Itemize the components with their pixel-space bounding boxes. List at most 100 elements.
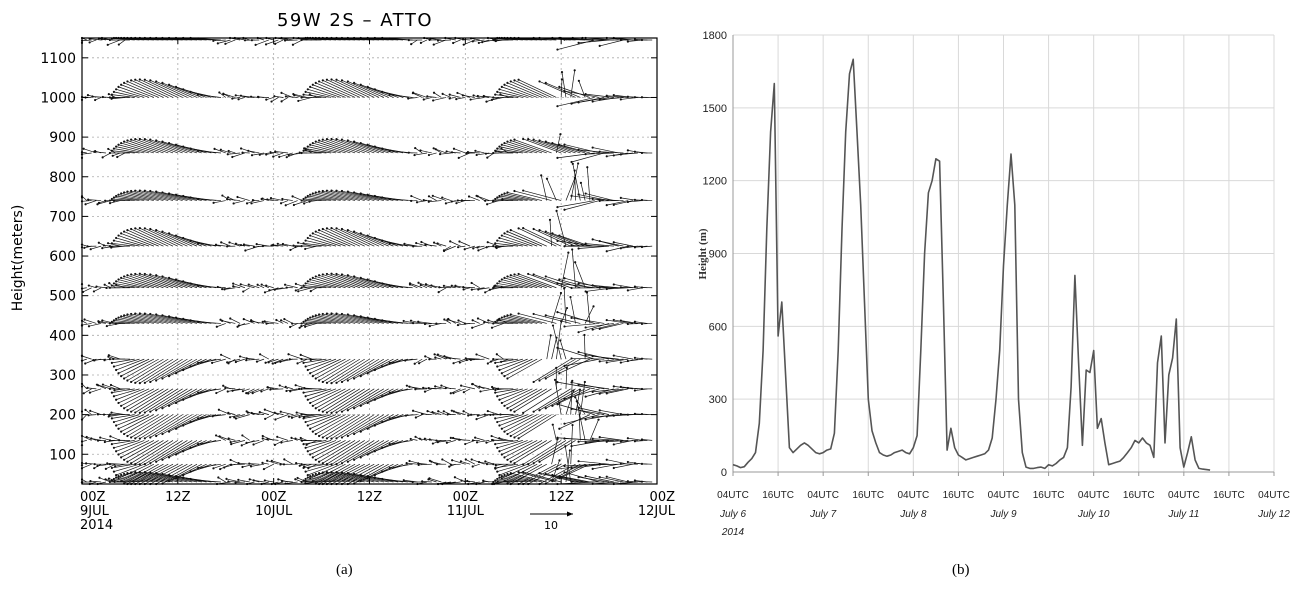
wind-vector-head <box>149 228 151 230</box>
wind-vector-head <box>474 150 476 152</box>
wind-vector <box>579 461 610 464</box>
wind-vector-head <box>235 417 237 419</box>
wind-vector-head <box>149 411 151 413</box>
wind-vector-head <box>225 478 227 480</box>
wind-vector-head <box>458 157 460 159</box>
wind-vector-head <box>109 439 111 441</box>
wind-vector-head <box>347 274 349 276</box>
wind-vector-head <box>463 391 465 393</box>
wind-vector-head <box>496 447 498 449</box>
wind-vector-head <box>367 144 369 146</box>
wind-vector-head <box>109 414 111 416</box>
wind-vector-head <box>478 386 480 388</box>
wind-vector <box>476 354 489 359</box>
wind-vector-head <box>236 196 238 198</box>
wind-vector-head <box>360 480 362 482</box>
wind-vector-head <box>265 284 267 286</box>
wind-vector-head <box>374 237 376 239</box>
wind-vector-head <box>517 79 519 81</box>
wind-vector <box>628 438 643 440</box>
x-tick-date: July 10 <box>1077 509 1110 520</box>
wind-vector <box>217 323 226 326</box>
wind-vector-head <box>106 325 108 327</box>
wind-vector-head <box>123 459 125 461</box>
y-axis-label: Height(meters) <box>10 205 26 312</box>
wind-vector-head <box>307 424 309 426</box>
wind-vector-head <box>563 39 565 41</box>
wind-vector-head <box>546 178 548 180</box>
wind-vector-head <box>262 435 264 437</box>
wind-vector-head <box>305 365 307 367</box>
wind-vector-head <box>426 95 428 97</box>
wind-vector-head <box>498 280 500 282</box>
x-tick-label: 04UTC <box>807 490 839 501</box>
wind-vector-head <box>374 146 376 148</box>
wind-vector-head <box>513 79 515 81</box>
wind-vector-head <box>111 321 113 323</box>
wind-vector-head <box>585 326 587 328</box>
wind-vector-head <box>487 410 489 412</box>
wind-vector-head <box>139 227 141 229</box>
wind-vector-head <box>599 328 601 330</box>
wind-vector-head <box>472 40 474 42</box>
wind-vector-head <box>641 463 643 465</box>
wind-vector <box>270 389 283 390</box>
wind-vector-head <box>533 313 535 315</box>
wind-vector-head <box>89 391 91 393</box>
wind-vector-head <box>175 278 177 280</box>
wind-vector-head <box>552 424 554 426</box>
wind-vector-head <box>606 250 608 252</box>
wind-vector-head <box>274 412 276 414</box>
wind-vector-head <box>279 361 281 363</box>
wind-vector-head <box>583 334 585 336</box>
wind-vector-head <box>592 468 594 470</box>
wind-vector-head <box>563 423 565 425</box>
wind-vector-head <box>144 382 146 384</box>
wind-vector-head <box>620 386 622 388</box>
wind-vector-head <box>312 474 314 476</box>
wind-vector-head <box>496 365 498 367</box>
wind-vector <box>547 335 551 359</box>
wind-vector-head <box>300 96 302 98</box>
wind-vector-head <box>96 384 98 386</box>
wind-vector-head <box>452 42 454 44</box>
wind-vector-head <box>613 443 615 445</box>
wind-vector-head <box>443 410 445 412</box>
wind-vector-head <box>197 321 199 323</box>
wind-vector-head <box>389 392 391 394</box>
wind-vector-head <box>498 399 500 401</box>
wind-vector-head <box>280 319 282 321</box>
wind-vector-head <box>424 323 426 325</box>
wind-vector-head <box>252 392 254 394</box>
wind-vector-head <box>471 327 473 329</box>
wind-vector <box>561 79 562 97</box>
wind-vector-head <box>97 413 99 415</box>
wind-vector-head <box>599 409 601 411</box>
wind-vector-head <box>120 232 122 234</box>
wind-vector-head <box>492 287 494 289</box>
wind-vector-head <box>335 227 337 229</box>
wind-vector-head <box>433 92 435 94</box>
x-tick-year: 2014 <box>80 518 113 533</box>
wind-vector-head <box>353 459 355 461</box>
wind-vector <box>264 464 274 469</box>
wind-vector <box>571 425 573 464</box>
wind-vector-head <box>341 139 343 141</box>
wind-vector-head <box>460 479 462 481</box>
wind-vector-head <box>574 396 576 398</box>
wind-vector-head <box>305 91 307 93</box>
wind-vector-head <box>341 79 343 81</box>
wind-vector-head <box>613 385 615 387</box>
wind-vector-head <box>108 93 110 95</box>
wind-vector-head <box>155 313 157 315</box>
y-tick-label: 1500 <box>703 103 727 115</box>
wind-vector <box>555 380 561 415</box>
wind-vector-head <box>123 230 125 232</box>
wind-vector-head <box>468 195 470 197</box>
wind-vector <box>418 463 427 464</box>
wind-vector-head <box>458 439 460 441</box>
wind-vector <box>282 199 292 201</box>
